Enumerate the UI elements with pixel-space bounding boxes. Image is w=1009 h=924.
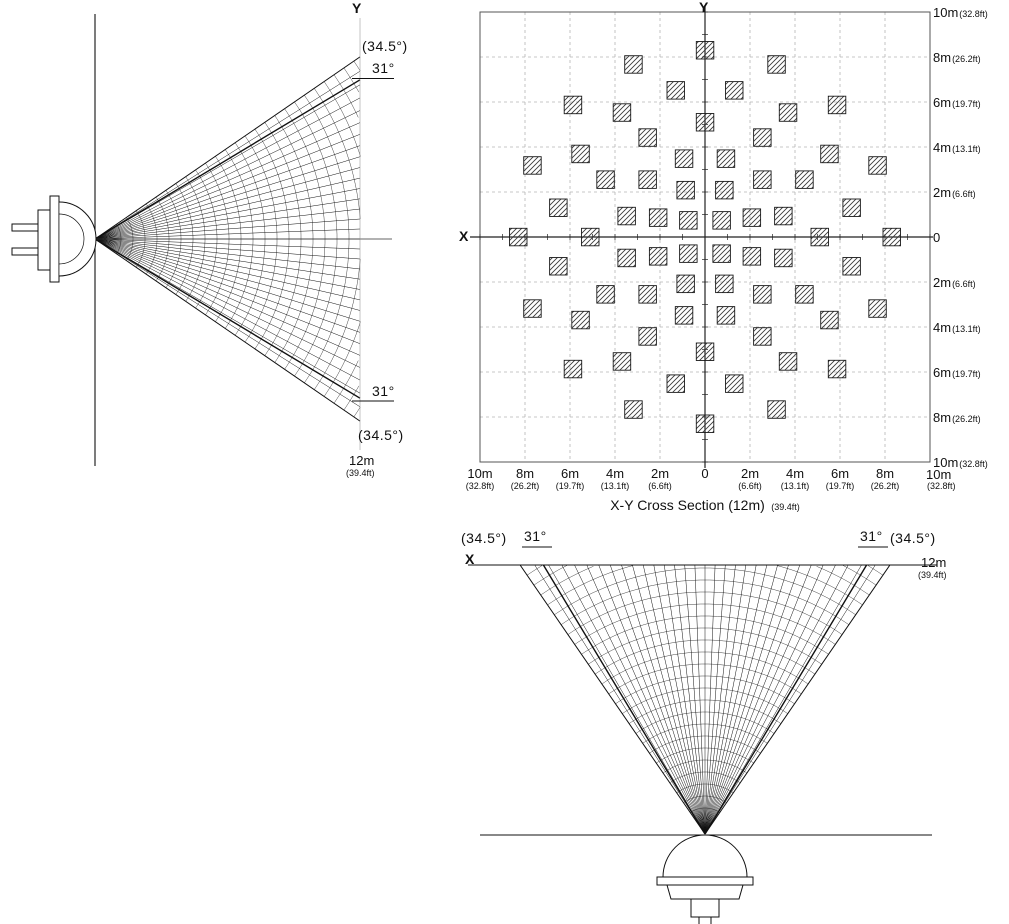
side-range-label-ft: (39.4ft) <box>346 468 375 478</box>
grid-right-label: 8m(26.2ft) <box>933 50 981 65</box>
top-angle-outer-right: (34.5°) <box>890 530 936 546</box>
grid-right-label: 4m(13.1ft) <box>933 140 981 155</box>
side-angle-inner-top: 31° <box>372 60 395 76</box>
sensor-device-side <box>11 195 97 283</box>
grid-bottom-label: 0 <box>701 466 709 481</box>
grid-bottom-label: 8m (26.2ft) <box>510 466 540 491</box>
grid-right-label: 4m(13.1ft) <box>933 320 981 335</box>
grid-right-label: 10m(32.8ft) <box>933 455 988 470</box>
grid-right-label: 10m(32.8ft) <box>933 5 988 20</box>
grid-bottom-label: 4m (13.1ft) <box>600 466 630 491</box>
top-range-label-m: 12m <box>921 555 947 570</box>
top-range-label-ft: (39.4ft) <box>918 570 947 580</box>
grid-x-axis-label: X <box>459 228 469 244</box>
top-angle-inner-left: 31° <box>524 528 547 544</box>
grid-y-axis-label: Y <box>699 0 709 15</box>
detection-zones <box>509 41 901 433</box>
side-angle-inner-bottom: 31° <box>372 383 395 399</box>
side-range-label-m: 12m <box>349 453 375 468</box>
grid-bottom-label: 4m (13.1ft) <box>780 466 810 491</box>
sensor-device-front <box>656 834 754 924</box>
top-angle-outer-left: (34.5°) <box>461 530 507 546</box>
grid-bottom-label: 2m (6.6ft) <box>738 466 762 491</box>
grid-bottom-label: 6m (19.7ft) <box>825 466 855 491</box>
side-beam-fan <box>94 56 361 422</box>
grid-bottom-label: 2m (6.6ft) <box>648 466 672 491</box>
grid-right-label: 2m(6.6ft) <box>933 185 976 200</box>
grid-axis-ticks <box>479 11 931 463</box>
grid-bottom-label: 10m (32.8ft) <box>465 466 495 491</box>
grid-bottom-label: 8m (26.2ft) <box>870 466 900 491</box>
side-angle-outer-top: (34.5°) <box>362 38 408 54</box>
grid-right-label: 6m(19.7ft) <box>933 95 981 110</box>
grid-right-label: 0 <box>933 230 941 245</box>
grid-right-label: 8m(26.2ft) <box>933 410 981 425</box>
side-angle-outer-bottom: (34.5°) <box>358 427 404 443</box>
side-y-axis-label: Y <box>352 0 362 16</box>
xy-cross-section-grid <box>470 5 933 468</box>
grid-corner-label: 10m (32.8ft) <box>926 467 956 491</box>
grid-bottom-label: 6m (19.7ft) <box>555 466 585 491</box>
grid-right-label: 2m(6.6ft) <box>933 275 976 290</box>
grid-right-label: 6m(19.7ft) <box>933 365 981 380</box>
top-view-beam-diagram <box>468 546 937 924</box>
top-beam-fan <box>519 564 891 835</box>
top-x-axis-label: X <box>465 551 475 567</box>
side-view-beam-diagram <box>11 14 394 466</box>
top-angle-inner-right: 31° <box>860 528 883 544</box>
diagram-title: X-Y Cross Section (12m) (39.4ft) <box>610 497 800 513</box>
